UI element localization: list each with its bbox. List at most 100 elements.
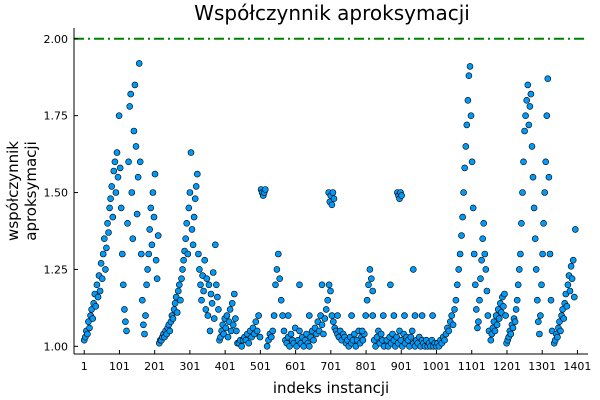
data-point [123, 327, 130, 335]
data-point [327, 287, 334, 295]
data-point [133, 210, 141, 218]
data-point [177, 296, 184, 304]
data-point [134, 173, 142, 181]
data-point [182, 235, 189, 242]
data-point [130, 127, 138, 135]
data-point [479, 235, 487, 242]
x-tick-label: 701 [320, 360, 341, 373]
data-point [136, 158, 144, 166]
data-point [284, 312, 292, 319]
data-point [195, 250, 202, 258]
data-point [557, 327, 564, 335]
data-point [524, 81, 532, 89]
data-point [121, 306, 128, 313]
data-point [512, 306, 520, 313]
data-point [223, 312, 231, 319]
x-tick-label: 1001 [423, 360, 451, 373]
data-point [102, 266, 109, 273]
data-point [96, 287, 104, 295]
data-point [122, 318, 129, 326]
data-point [149, 189, 157, 196]
data-point [547, 296, 555, 304]
data-point [113, 149, 121, 156]
data-point [481, 250, 489, 258]
data-point [196, 266, 203, 273]
data-point [568, 275, 576, 283]
data-point [560, 315, 568, 322]
x-tick-label: 801 [356, 360, 377, 373]
data-point [541, 189, 549, 196]
data-point [472, 306, 480, 313]
data-point [474, 324, 481, 332]
data-point [169, 315, 177, 322]
data-point [145, 250, 152, 258]
data-points [80, 60, 579, 350]
data-point [110, 167, 118, 175]
data-point [453, 281, 461, 289]
data-point [511, 318, 519, 326]
data-point [467, 112, 475, 119]
data-point [521, 127, 528, 135]
data-point [192, 183, 200, 190]
data-point [231, 290, 238, 298]
data-point [525, 121, 533, 129]
data-point [322, 306, 330, 313]
data-point [255, 312, 262, 319]
data-point [106, 204, 113, 212]
data-point [129, 235, 137, 242]
data-point [563, 302, 571, 310]
data-point [141, 330, 148, 338]
data-point [318, 321, 326, 329]
data-point [533, 296, 541, 304]
data-point [114, 173, 122, 181]
data-point [487, 336, 495, 344]
data-point [210, 315, 218, 322]
data-point [189, 241, 197, 249]
data-point [109, 213, 117, 221]
data-point [253, 327, 261, 335]
data-point [142, 312, 149, 319]
data-point [478, 256, 485, 264]
data-point [493, 321, 501, 329]
data-point [519, 189, 526, 196]
data-point [124, 220, 131, 227]
data-point [213, 281, 220, 289]
data-point [456, 250, 464, 258]
y-tick-label: 1.50 [44, 187, 69, 200]
data-point [104, 220, 111, 227]
data-point [362, 312, 370, 319]
data-point [534, 318, 542, 326]
data-point [202, 306, 210, 313]
data-point [226, 306, 234, 313]
data-point [179, 266, 186, 273]
data-point [491, 327, 499, 335]
data-point [407, 333, 415, 341]
data-point [318, 281, 326, 289]
data-point [458, 232, 465, 239]
data-point [542, 158, 550, 166]
data-point [461, 164, 469, 172]
data-point [540, 220, 547, 227]
x-tick-label: 1201 [493, 360, 521, 373]
data-point [390, 312, 398, 319]
data-point [470, 250, 478, 258]
data-point [328, 312, 336, 319]
data-point [228, 299, 236, 307]
y-axis-label-line-2: aproksymacji [22, 141, 40, 241]
data-point [480, 220, 488, 227]
chart-title: Współczynnik aproksymacji [194, 1, 470, 25]
data-point [530, 204, 538, 212]
data-point [214, 293, 221, 301]
data-point [483, 287, 491, 295]
data-point [502, 312, 509, 319]
data-point [154, 232, 162, 239]
data-point [321, 315, 329, 322]
data-point [567, 262, 575, 270]
data-point [441, 336, 448, 344]
data-point [276, 275, 284, 283]
data-point [115, 112, 123, 119]
x-tick-label: 901 [391, 360, 412, 373]
data-point [89, 315, 96, 322]
data-point [522, 112, 529, 119]
data-point [526, 103, 534, 110]
